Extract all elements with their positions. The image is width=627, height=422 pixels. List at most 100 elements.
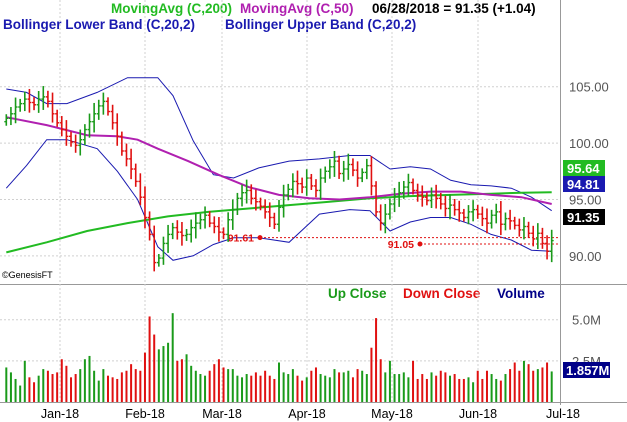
x-tick-label: Jun-18 bbox=[459, 407, 497, 421]
price-bar bbox=[119, 131, 124, 156]
price-bar bbox=[115, 113, 120, 146]
volume-bar bbox=[176, 360, 179, 402]
volume-bar bbox=[157, 349, 160, 402]
price-bar bbox=[101, 92, 106, 115]
price-bar bbox=[189, 219, 194, 243]
price-badge-box bbox=[563, 160, 605, 176]
volume-bar bbox=[250, 375, 253, 402]
volume-bar bbox=[37, 375, 40, 402]
price-badge: 95.64 bbox=[563, 160, 605, 176]
price-bar bbox=[401, 180, 406, 199]
price-bar bbox=[45, 90, 50, 108]
price-bar bbox=[318, 168, 323, 200]
volume-bar bbox=[467, 377, 470, 402]
volume-bar bbox=[319, 374, 322, 402]
price-bar bbox=[221, 227, 226, 240]
volume-bar bbox=[180, 359, 183, 402]
volume-bar bbox=[472, 382, 475, 402]
volume-badge: 1.857M bbox=[563, 362, 610, 378]
volume-bar bbox=[28, 377, 31, 402]
volume-bar bbox=[291, 369, 294, 402]
price-panel: 91.61 91.05 bbox=[4, 77, 560, 272]
volume-bar bbox=[134, 369, 137, 402]
volume-bar bbox=[282, 372, 285, 402]
volume-bar bbox=[83, 359, 86, 402]
volume-bar bbox=[375, 318, 378, 402]
volume-bar bbox=[227, 369, 230, 402]
price-bar bbox=[364, 158, 369, 180]
x-tick-label: Jul-18 bbox=[546, 407, 580, 421]
volume-bar bbox=[208, 370, 211, 402]
volume-bar bbox=[74, 374, 77, 402]
price-bar bbox=[142, 186, 147, 229]
volume-bar bbox=[338, 372, 341, 402]
volume-bar bbox=[425, 378, 428, 402]
price-bar bbox=[235, 192, 240, 216]
volume-bar bbox=[550, 371, 553, 402]
volume-bar bbox=[143, 352, 146, 402]
volume-bar bbox=[171, 313, 174, 402]
price-bar bbox=[230, 199, 235, 230]
volume-bar bbox=[314, 367, 317, 402]
price-tick-label: 100.00 bbox=[569, 136, 609, 151]
grid bbox=[0, 0, 627, 405]
price-badge-text: 94.81 bbox=[567, 177, 600, 192]
volume-bar bbox=[310, 370, 313, 402]
support-label: 91.61 bbox=[228, 233, 254, 245]
volume-bar bbox=[481, 378, 484, 402]
volume-bar bbox=[268, 375, 271, 402]
quote-label: 06/28/2018 = 91.35 (+1.04) bbox=[372, 1, 536, 16]
price-bar bbox=[355, 161, 360, 187]
price-bar bbox=[313, 179, 318, 198]
price-bar bbox=[147, 211, 152, 241]
volume-bar bbox=[485, 370, 488, 402]
volume-bar bbox=[495, 378, 498, 402]
bollinger-lower-label: Bollinger Lower Band (C,20,2) bbox=[3, 17, 196, 32]
price-bar bbox=[193, 212, 198, 239]
volume-bar bbox=[324, 375, 327, 402]
volume-bar bbox=[254, 372, 257, 402]
volume-bar bbox=[393, 374, 396, 402]
volume-bar bbox=[120, 372, 123, 402]
price-bar bbox=[69, 131, 74, 147]
price-bar bbox=[59, 116, 64, 137]
volume-bar bbox=[361, 370, 364, 402]
price-bar bbox=[36, 91, 41, 113]
price-bar bbox=[138, 173, 143, 206]
volume-bar bbox=[546, 362, 549, 402]
volume-bar bbox=[213, 364, 216, 402]
volume-bar bbox=[241, 377, 244, 402]
legend-up-close: Up Close bbox=[328, 286, 387, 301]
price-bar bbox=[406, 173, 411, 196]
price-badge: 94.81 bbox=[563, 176, 605, 192]
price-bar bbox=[448, 194, 453, 220]
volume-bar bbox=[102, 369, 105, 402]
price-bar bbox=[549, 229, 554, 263]
volume-bar bbox=[259, 375, 262, 402]
price-bar bbox=[290, 173, 295, 198]
price-bar bbox=[73, 134, 78, 153]
price-bar bbox=[13, 97, 18, 124]
price-bar bbox=[438, 192, 443, 210]
price-bar bbox=[392, 187, 397, 213]
volume-bar bbox=[453, 374, 456, 402]
volume-bar bbox=[51, 374, 54, 402]
price-bar bbox=[240, 184, 245, 207]
volume-badge-box bbox=[563, 362, 610, 378]
volume-bar bbox=[430, 372, 433, 402]
price-bar bbox=[166, 224, 171, 253]
price-tick-label: 90.00 bbox=[569, 249, 602, 264]
volume-bar bbox=[287, 374, 290, 402]
volume-bar bbox=[541, 367, 544, 402]
volume-bar bbox=[185, 354, 188, 402]
volume-bar bbox=[88, 355, 91, 402]
price-tick-label: 105.00 bbox=[569, 80, 609, 95]
volume-bar bbox=[518, 370, 521, 402]
volume-bar bbox=[351, 377, 354, 402]
volume-bar bbox=[305, 377, 308, 402]
volume-bar bbox=[379, 359, 382, 402]
price-bar bbox=[124, 143, 129, 167]
volume-badge-text: 1.857M bbox=[566, 363, 609, 378]
price-bar bbox=[198, 213, 203, 230]
